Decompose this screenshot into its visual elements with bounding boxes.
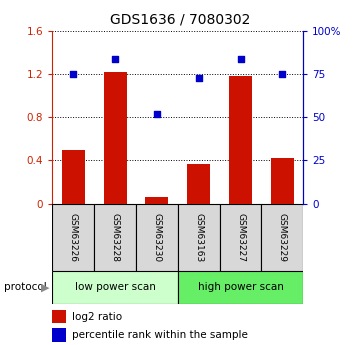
Point [279, 71, 285, 77]
Text: protocol: protocol [4, 283, 46, 292]
Text: GSM63228: GSM63228 [110, 213, 119, 262]
Bar [229, 76, 252, 204]
Bar [219, 204, 261, 271]
Text: percentile rank within the sample: percentile rank within the sample [73, 330, 248, 340]
Bar [178, 271, 303, 304]
Bar [52, 328, 66, 342]
Bar [52, 271, 178, 304]
Text: GSM63226: GSM63226 [69, 213, 78, 262]
Text: ▶: ▶ [41, 283, 49, 292]
Bar [136, 204, 178, 271]
Point [70, 71, 76, 77]
Bar [52, 310, 66, 323]
Text: GSM63229: GSM63229 [278, 213, 287, 262]
Text: GSM63163: GSM63163 [194, 213, 203, 262]
Bar [178, 204, 219, 271]
Bar [94, 204, 136, 271]
Bar [271, 158, 294, 204]
Bar [104, 72, 127, 204]
Point [238, 56, 243, 61]
Text: GSM63230: GSM63230 [152, 213, 161, 262]
Text: low power scan: low power scan [75, 282, 156, 292]
Text: GDS1636 / 7080302: GDS1636 / 7080302 [110, 12, 251, 26]
Bar [145, 197, 168, 204]
Text: high power scan: high power scan [197, 282, 283, 292]
Bar [261, 204, 303, 271]
Point [154, 111, 160, 117]
Text: log2 ratio: log2 ratio [73, 312, 122, 322]
Bar [187, 164, 210, 204]
Point [196, 75, 201, 80]
Point [112, 56, 118, 61]
Text: GSM63227: GSM63227 [236, 213, 245, 262]
Bar [52, 204, 94, 271]
Bar [62, 150, 85, 204]
